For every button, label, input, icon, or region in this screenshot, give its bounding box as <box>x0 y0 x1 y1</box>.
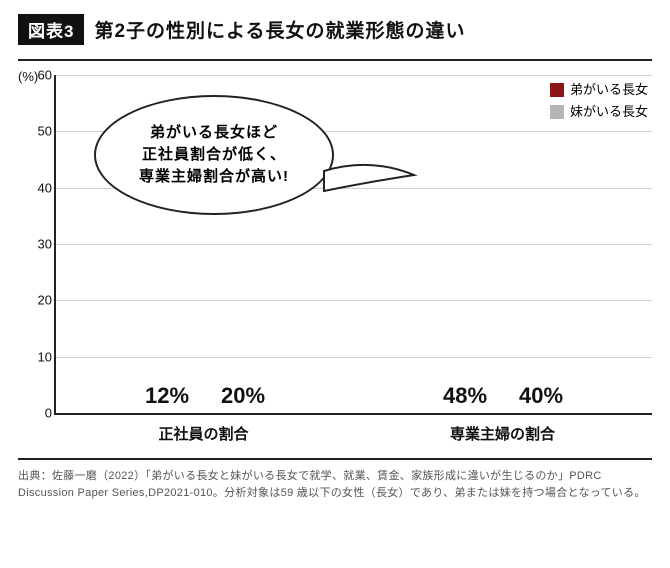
y-tick-label: 40 <box>26 180 52 195</box>
source-text: 出典：佐藤一磨（2022）「弟がいる長女と妹がいる長女で就学、就業、賃金、家族形… <box>18 468 652 502</box>
bubble-line: 正社員割合が低く、 <box>142 146 286 163</box>
x-axis-label: 専業主婦の割合 <box>353 423 652 444</box>
bar-value-label: 48% <box>443 383 487 409</box>
title-row: 図表3 第2子の性別による長女の就業形態の違い <box>18 14 652 45</box>
y-tick-label: 0 <box>26 406 52 421</box>
bar-value-label: 20% <box>221 383 265 409</box>
figure-badge: 図表3 <box>18 14 84 45</box>
figure-container: 図表3 第2子の性別による長女の就業形態の違い (%) 弟がいる長女 妹がいる長… <box>0 0 670 510</box>
chart-area: (%) 弟がいる長女 妹がいる長女 弟がいる長女ほど 正社員割合が低く、 専業主… <box>18 61 652 444</box>
x-axis-labels: 正社員の割合専業主婦の割合 <box>54 423 652 444</box>
bar-value-label: 12% <box>145 383 189 409</box>
y-tick-label: 50 <box>26 124 52 139</box>
annotation-bubble: 弟がいる長女ほど 正社員割合が低く、 専業主婦割合が高い! <box>94 95 334 215</box>
bubble-line: 専業主婦割合が高い! <box>139 168 289 185</box>
divider-bottom <box>18 458 652 460</box>
figure-title: 第2子の性別による長女の就業形態の違い <box>94 16 465 43</box>
x-axis-label: 正社員の割合 <box>54 423 353 444</box>
bubble-line: 弟がいる長女ほど <box>150 124 278 141</box>
y-tick-label: 60 <box>26 68 52 83</box>
y-tick-label: 10 <box>26 349 52 364</box>
grid-line <box>56 357 652 358</box>
grid-line <box>56 300 652 301</box>
y-tick-label: 20 <box>26 293 52 308</box>
bar-value-label: 40% <box>519 383 563 409</box>
y-tick-label: 30 <box>26 237 52 252</box>
bubble-tail-icon <box>320 151 420 211</box>
grid-line <box>56 75 652 76</box>
grid-line <box>56 244 652 245</box>
